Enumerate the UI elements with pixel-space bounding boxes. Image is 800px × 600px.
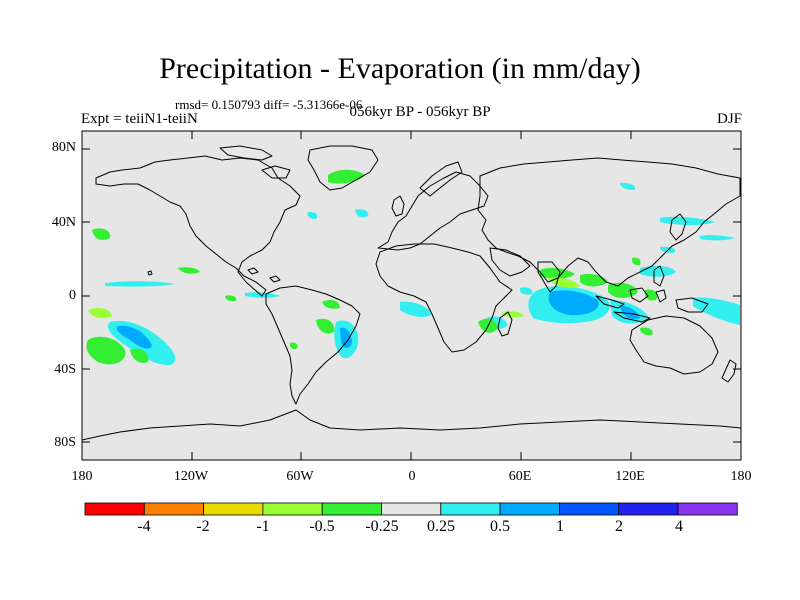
positive-anomaly-region — [307, 211, 318, 219]
colorbar-swatch — [143, 502, 205, 516]
colorbar-label: 1 — [556, 518, 564, 535]
coastline-arctic-islands — [261, 165, 291, 179]
colorbar-swatch — [262, 502, 323, 516]
coastline-asia — [477, 157, 741, 287]
positive-anomaly-region — [519, 287, 533, 295]
lat-tick-label: 80N — [51, 140, 76, 155]
colorbar-swatch — [618, 502, 679, 516]
coastline-small-islands — [147, 270, 153, 276]
colorbar-label: -1 — [256, 518, 270, 535]
stats-label: rmsd= 0.150793 diff= -5.31366e-06 — [175, 97, 363, 112]
coastline-small-islands — [247, 267, 259, 275]
coastline-greenland — [307, 145, 379, 191]
lon-tick-label: 180 — [730, 469, 752, 484]
lon-tick-label: 60W — [286, 469, 314, 484]
coastline-indonesia — [613, 311, 651, 323]
coastlines — [81, 145, 742, 441]
positive-anomaly-region — [620, 305, 640, 320]
negative-anomaly-region — [644, 289, 658, 301]
positive-anomaly-region — [400, 301, 432, 317]
colorbar-swatch — [321, 502, 382, 516]
coastline-arabia — [489, 247, 531, 277]
colorbar-swatch — [559, 502, 620, 516]
positive-anomaly-region — [116, 325, 152, 349]
colorbar-swatch — [440, 502, 501, 516]
negative-anomaly-region — [178, 267, 200, 274]
negative-anomaly-region — [322, 300, 340, 309]
lon-ticks — [191, 131, 632, 460]
colorbar-label: -2 — [196, 518, 210, 535]
coastline-indonesia — [629, 287, 649, 303]
positive-anomaly-region — [640, 265, 676, 277]
colorbar-label: -0.5 — [309, 518, 335, 535]
coastline-south-america — [265, 285, 361, 405]
negative-anomaly-region — [548, 277, 580, 288]
lat-tick-label: 0 — [69, 288, 76, 303]
positive-anomaly-region — [355, 209, 369, 218]
lat-tick-label: 80S — [54, 435, 76, 450]
lat-tick-label: 40S — [54, 362, 76, 377]
negative-anomaly-region — [316, 318, 335, 334]
experiment-label: Expt = teiiN1-teiiN — [81, 111, 198, 127]
lon-tick-label: 60E — [508, 469, 532, 484]
coastline-indonesia — [655, 289, 667, 303]
positive-anomaly-region — [700, 235, 735, 241]
lon-tick-label: 120E — [615, 469, 645, 484]
negative-anomaly-region — [631, 257, 641, 266]
colorbar-label: 4 — [675, 518, 683, 535]
negative-anomaly-region — [225, 295, 237, 302]
positive-anomaly-region — [693, 297, 740, 325]
coastline-antarctica — [81, 409, 742, 441]
positive-anomaly-region — [548, 290, 599, 316]
colorbar-swatch — [499, 502, 560, 516]
colorbar-label: 2 — [615, 518, 623, 535]
lon-tick-label: 180 — [71, 469, 93, 484]
colorbar-swatch — [84, 502, 145, 516]
colorbar-label: -0.25 — [365, 518, 399, 535]
lon-tick-label: 0 — [408, 469, 416, 484]
lon-tick-label: 120W — [173, 469, 209, 484]
lat-tick-label: 40N — [51, 215, 76, 230]
map-title: Precipitation - Evaporation (in mm/day) — [159, 52, 641, 85]
coastline-arctic-islands — [219, 145, 273, 161]
coastline-scandinavia — [419, 161, 463, 197]
negative-anomaly-region — [86, 336, 126, 365]
negative-anomaly-region — [540, 267, 575, 279]
coastline-australia — [629, 315, 719, 375]
coastline-new-guinea — [675, 297, 709, 313]
positive-anomaly-region — [105, 281, 175, 287]
negative-anomaly-region — [640, 327, 653, 336]
coastline-india — [537, 261, 561, 293]
coastline-madagascar — [497, 311, 513, 337]
colorbar-label: 0.25 — [427, 518, 455, 535]
positive-anomaly-region — [340, 327, 352, 348]
positive-anomaly-region — [620, 182, 636, 190]
period-label: 056kyr BP - 056kyr BP — [349, 104, 491, 120]
coastline-new-zealand — [721, 359, 737, 383]
coastline-philippines — [653, 265, 665, 287]
coastline-small-islands — [269, 275, 281, 283]
lat-ticks — [82, 148, 741, 443]
colorbar-swatch — [203, 502, 264, 516]
colorbar-label: -4 — [137, 518, 151, 535]
colorbar-label: 0.5 — [490, 518, 510, 535]
colorbar-swatch — [381, 502, 442, 516]
colorbar — [84, 502, 738, 516]
anomaly-shading — [86, 169, 740, 366]
negative-anomaly-region — [289, 342, 298, 350]
negative-anomaly-region — [608, 282, 638, 298]
negative-anomaly-region — [88, 308, 112, 319]
colorbar-swatch — [677, 502, 738, 516]
negative-anomaly-region — [92, 228, 111, 240]
coastline-indonesia — [595, 295, 625, 309]
negative-anomaly-region — [130, 348, 149, 363]
coastline-japan — [669, 213, 687, 241]
coastline-north-america — [95, 155, 301, 297]
coastline-britain — [391, 195, 405, 217]
coastline-africa — [375, 243, 513, 353]
season-label: DJF — [716, 111, 742, 127]
